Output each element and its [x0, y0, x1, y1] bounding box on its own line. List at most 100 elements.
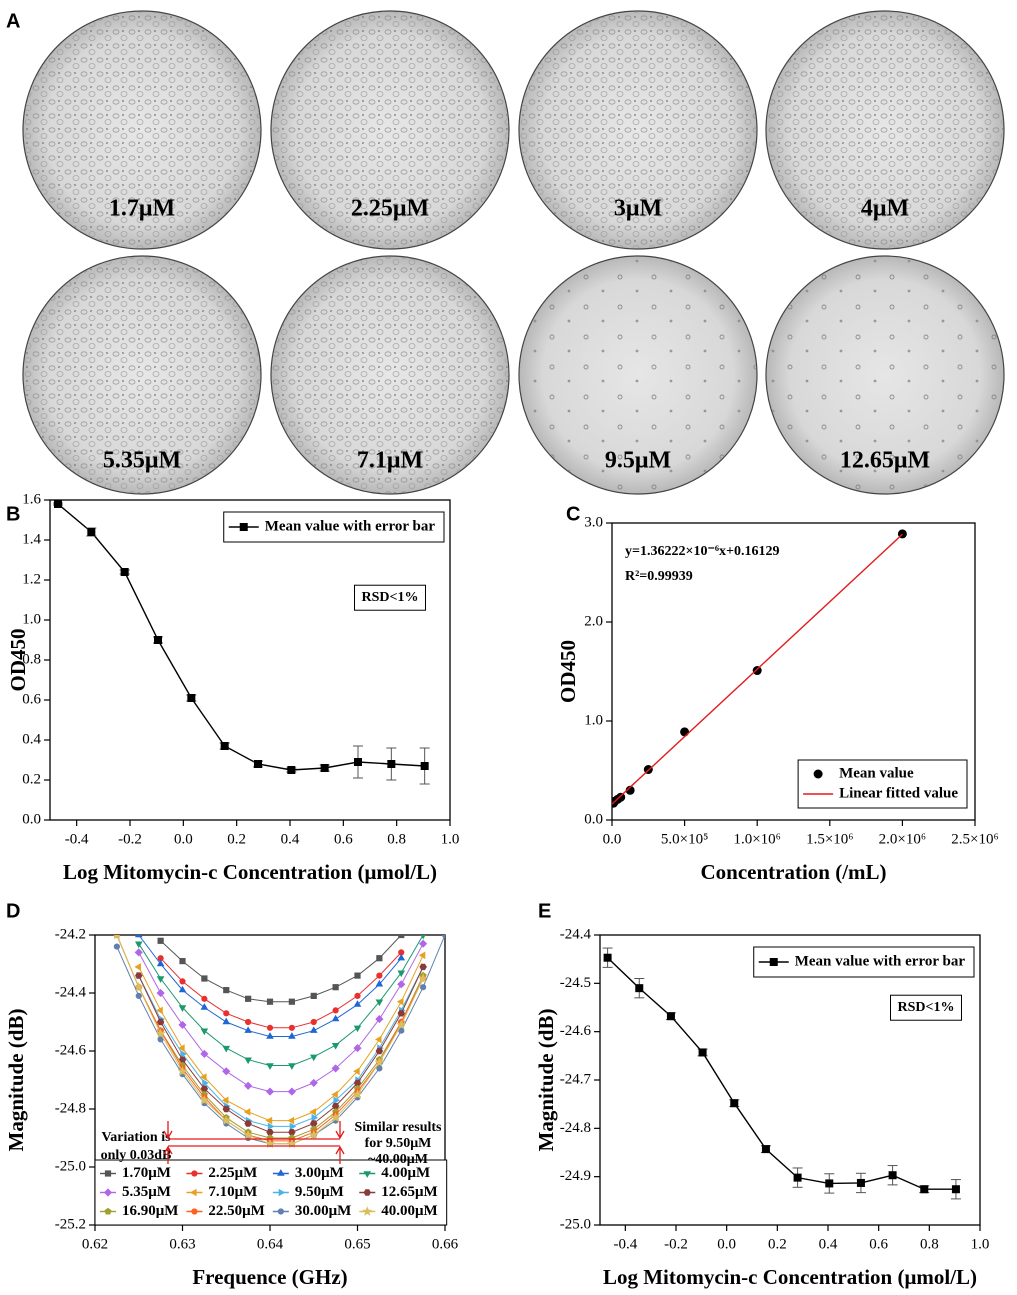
well-texture	[24, 257, 260, 493]
marker	[310, 1120, 318, 1127]
well-label: 12.65μM	[840, 448, 930, 474]
y-tick-label: 0.4	[22, 731, 41, 747]
plot-area	[612, 529, 907, 808]
plot-area	[602, 947, 961, 1200]
marker	[201, 995, 208, 1002]
marker	[396, 997, 404, 1006]
annotation-box	[890, 994, 962, 1021]
marker	[353, 1000, 362, 1007]
y-tick-label: -24.7	[560, 1071, 592, 1087]
well-texture	[24, 12, 260, 248]
well-label: 9.5μM	[605, 448, 671, 474]
marker	[287, 766, 296, 774]
marker	[134, 963, 141, 971]
marker	[396, 1019, 407, 1030]
marker	[254, 760, 262, 768]
series-line	[607, 957, 956, 1190]
well-label: 1.7μM	[109, 196, 175, 222]
marker	[222, 1017, 231, 1025]
marker	[265, 1116, 273, 1125]
y-tick-label: -24.4	[560, 926, 592, 942]
marker	[331, 1014, 340, 1022]
series-line	[612, 533, 903, 805]
y-tick-label: 1.0	[584, 712, 603, 728]
marker	[825, 1179, 834, 1188]
plot-frame	[49, 499, 451, 821]
marker	[223, 987, 230, 994]
marker	[222, 1105, 230, 1113]
legend-label: 2.25μM	[208, 1165, 257, 1181]
panel-label: D	[6, 900, 20, 922]
marker	[397, 1010, 405, 1017]
legend-box	[94, 1159, 448, 1226]
marker	[155, 1028, 166, 1038]
y-axis-label: Magnitude (dB)	[4, 1009, 28, 1152]
annotation: only 0.03dB	[101, 1148, 172, 1163]
marker	[243, 1108, 251, 1116]
marker	[374, 1035, 382, 1044]
marker	[239, 523, 248, 531]
y-tick-label: -24.9	[560, 1168, 591, 1184]
y-tick-label: 3.0	[584, 514, 603, 530]
y-tick-label: 0.2	[22, 771, 41, 787]
marker	[134, 948, 143, 957]
y-tick-label: 1.4	[22, 531, 41, 547]
legend-label: 5.35μM	[122, 1184, 171, 1200]
marker	[104, 1170, 112, 1177]
marker	[333, 1096, 340, 1105]
legend-box	[223, 511, 445, 543]
marker	[135, 972, 143, 979]
plot-frame	[611, 522, 976, 821]
marker	[666, 1012, 675, 1021]
plot-frame	[599, 934, 981, 1226]
marker	[288, 1024, 295, 1031]
marker	[420, 984, 427, 991]
y-axis-label: OD450	[6, 629, 30, 692]
marker	[200, 1028, 209, 1036]
marker	[376, 972, 383, 979]
series-line	[160, 952, 402, 1029]
marker	[154, 636, 162, 644]
legend-label: 9.50μM	[295, 1184, 344, 1200]
legend: Mean value with error bar	[753, 946, 975, 978]
x-tick-label: 0.2	[768, 1236, 787, 1252]
marker	[362, 1206, 373, 1216]
annotation: RSD<1%	[362, 590, 419, 605]
marker	[277, 1208, 284, 1215]
marker	[133, 981, 144, 992]
marker	[113, 943, 120, 950]
marker	[156, 988, 165, 998]
marker	[134, 941, 143, 949]
marker	[200, 1049, 209, 1058]
x-tick-label: -0.2	[118, 831, 142, 847]
marker	[221, 1096, 229, 1105]
marker	[331, 1043, 340, 1050]
marker	[265, 1087, 275, 1096]
x-axis-label: Frequence (GHz)	[192, 1265, 347, 1289]
panel-label: E	[538, 900, 551, 922]
y-tick-label: -24.8	[55, 1100, 86, 1116]
marker	[288, 1032, 296, 1039]
marker	[310, 1018, 317, 1026]
y-tick-label: 2.0	[584, 613, 603, 629]
y-tick-label: -25.0	[55, 1158, 86, 1174]
well-texture	[767, 257, 1003, 493]
marker	[244, 1081, 253, 1090]
marker	[419, 963, 427, 971]
marker	[156, 1006, 163, 1015]
marker	[375, 1015, 384, 1024]
series-line	[57, 503, 425, 771]
marker	[266, 998, 274, 1005]
y-axis-label: OD450	[556, 640, 580, 703]
marker	[222, 1045, 231, 1053]
marker	[793, 1173, 802, 1182]
marker	[375, 999, 384, 1007]
x-tick-label: 1.0	[971, 1236, 990, 1252]
marker	[288, 1129, 296, 1136]
legend-label: 1.70μM	[122, 1165, 171, 1181]
y-tick-label: 1.2	[22, 571, 41, 587]
y-tick-label: -24.2	[55, 926, 86, 942]
marker	[310, 992, 317, 999]
x-tick-label: -0.2	[664, 1236, 688, 1252]
annotation: Variation is	[101, 1130, 171, 1145]
